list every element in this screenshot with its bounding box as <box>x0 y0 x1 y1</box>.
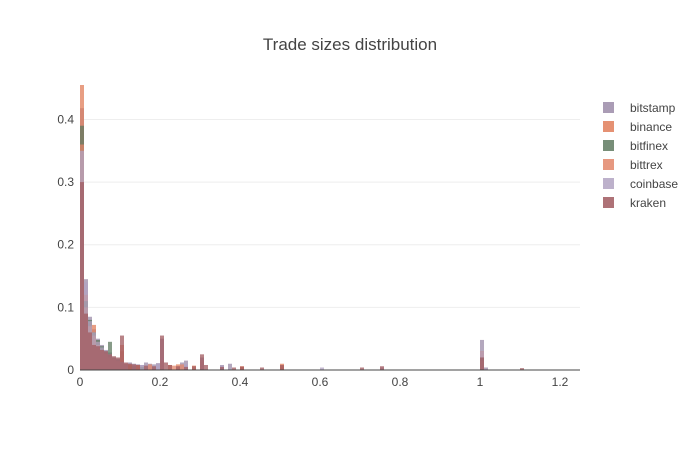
legend-label: bittrex <box>630 158 663 172</box>
x-tick-label: 0 <box>77 375 84 389</box>
bar-bittrex[interactable] <box>180 364 184 370</box>
bar-kraken[interactable] <box>104 351 108 370</box>
bar-kraken[interactable] <box>112 356 116 370</box>
bar-bitstamp[interactable] <box>484 367 488 370</box>
bar-kraken[interactable] <box>220 366 224 370</box>
bar-kraken[interactable] <box>184 366 188 370</box>
legend-item-binance[interactable]: binance <box>603 120 672 134</box>
bar-kraken[interactable] <box>480 357 484 370</box>
bar-kraken[interactable] <box>108 354 112 370</box>
bar-kraken[interactable] <box>204 364 208 370</box>
legend-item-bittrex[interactable]: bittrex <box>603 158 663 172</box>
legend-swatch <box>603 121 614 132</box>
bar-kraken[interactable] <box>152 366 156 370</box>
bar-kraken[interactable] <box>280 364 284 370</box>
bar-kraken[interactable] <box>260 367 264 370</box>
bar-kraken[interactable] <box>360 367 364 370</box>
bar-kraken[interactable] <box>88 332 92 370</box>
y-tick-label: 0.3 <box>57 175 74 189</box>
legend-item-coinbase[interactable]: coinbase <box>603 177 678 191</box>
bar-bittrex[interactable] <box>148 364 152 370</box>
bar-kraken[interactable] <box>116 357 120 370</box>
bar-coinbase[interactable] <box>320 367 324 370</box>
bar-kraken[interactable] <box>168 364 172 370</box>
bars-layer <box>80 85 524 370</box>
bar-bitstamp[interactable] <box>228 363 232 370</box>
legend-item-kraken[interactable]: kraken <box>603 196 666 210</box>
legend-label: bitfinex <box>630 139 668 153</box>
legend-swatch <box>603 102 614 113</box>
bar-kraken[interactable] <box>100 349 104 370</box>
bar-kraken[interactable] <box>232 367 236 370</box>
bar-kraken[interactable] <box>520 368 524 370</box>
chart-title: Trade sizes distribution <box>263 35 437 54</box>
y-tick-label: 0.2 <box>57 238 74 252</box>
bar-kraken[interactable] <box>96 346 100 370</box>
bar-kraken[interactable] <box>160 335 164 370</box>
series-binance <box>80 85 484 370</box>
legend-swatch <box>603 197 614 208</box>
bar-kraken[interactable] <box>132 364 136 370</box>
bar-coinbase[interactable] <box>156 363 160 370</box>
x-tick-label: 1.2 <box>552 375 569 389</box>
legend-item-bitfinex[interactable]: bitfinex <box>603 139 668 153</box>
bar-kraken[interactable] <box>124 362 128 370</box>
x-tick-label: 1 <box>477 375 484 389</box>
bar-kraken[interactable] <box>120 335 124 370</box>
series-coinbase <box>80 150 484 370</box>
x-tick-label: 0.4 <box>232 375 249 389</box>
y-tick-label: 0.4 <box>57 112 74 126</box>
bar-kraken[interactable] <box>136 364 140 370</box>
series-kraken <box>80 182 524 370</box>
legend[interactable]: bitstamp binance bitfinex bittrex coinbase kr… <box>603 101 678 210</box>
series-bitfinex <box>80 125 484 370</box>
legend-swatch <box>603 159 614 170</box>
y-tick-label: 0.1 <box>57 300 74 314</box>
bar-kraken[interactable] <box>144 365 148 370</box>
bar-kraken[interactable] <box>200 354 204 370</box>
bar-kraken[interactable] <box>176 366 180 370</box>
bar-kraken[interactable] <box>84 313 88 370</box>
x-tick-label: 0.2 <box>152 375 169 389</box>
legend-item-bitstamp[interactable]: bitstamp <box>603 101 676 115</box>
legend-swatch <box>603 178 614 189</box>
series-bitstamp <box>80 108 488 370</box>
x-tick-label: 0.8 <box>392 375 409 389</box>
bar-kraken[interactable] <box>192 366 196 370</box>
bar-kraken[interactable] <box>80 182 84 370</box>
legend-label: binance <box>630 120 672 134</box>
legend-swatch <box>603 140 614 151</box>
bar-kraken[interactable] <box>128 363 132 370</box>
bar-kraken[interactable] <box>164 362 168 370</box>
y-tick-label: 0 <box>67 363 74 377</box>
bar-kraken[interactable] <box>380 366 384 370</box>
axes: 0 0.1 0.2 0.3 0.4 0 0.2 0.4 0.6 0.8 1 1.2 <box>57 112 580 389</box>
series-bittrex <box>80 144 484 370</box>
legend-label: coinbase <box>630 177 678 191</box>
bar-bittrex[interactable] <box>172 365 176 370</box>
bar-kraken[interactable] <box>92 344 96 370</box>
gridlines <box>80 118 580 308</box>
x-tick-label: 0.6 <box>312 375 329 389</box>
bar-kraken[interactable] <box>240 366 244 370</box>
legend-label: bitstamp <box>630 101 676 115</box>
legend-label: kraken <box>630 196 666 210</box>
bar-coinbase[interactable] <box>140 364 144 370</box>
